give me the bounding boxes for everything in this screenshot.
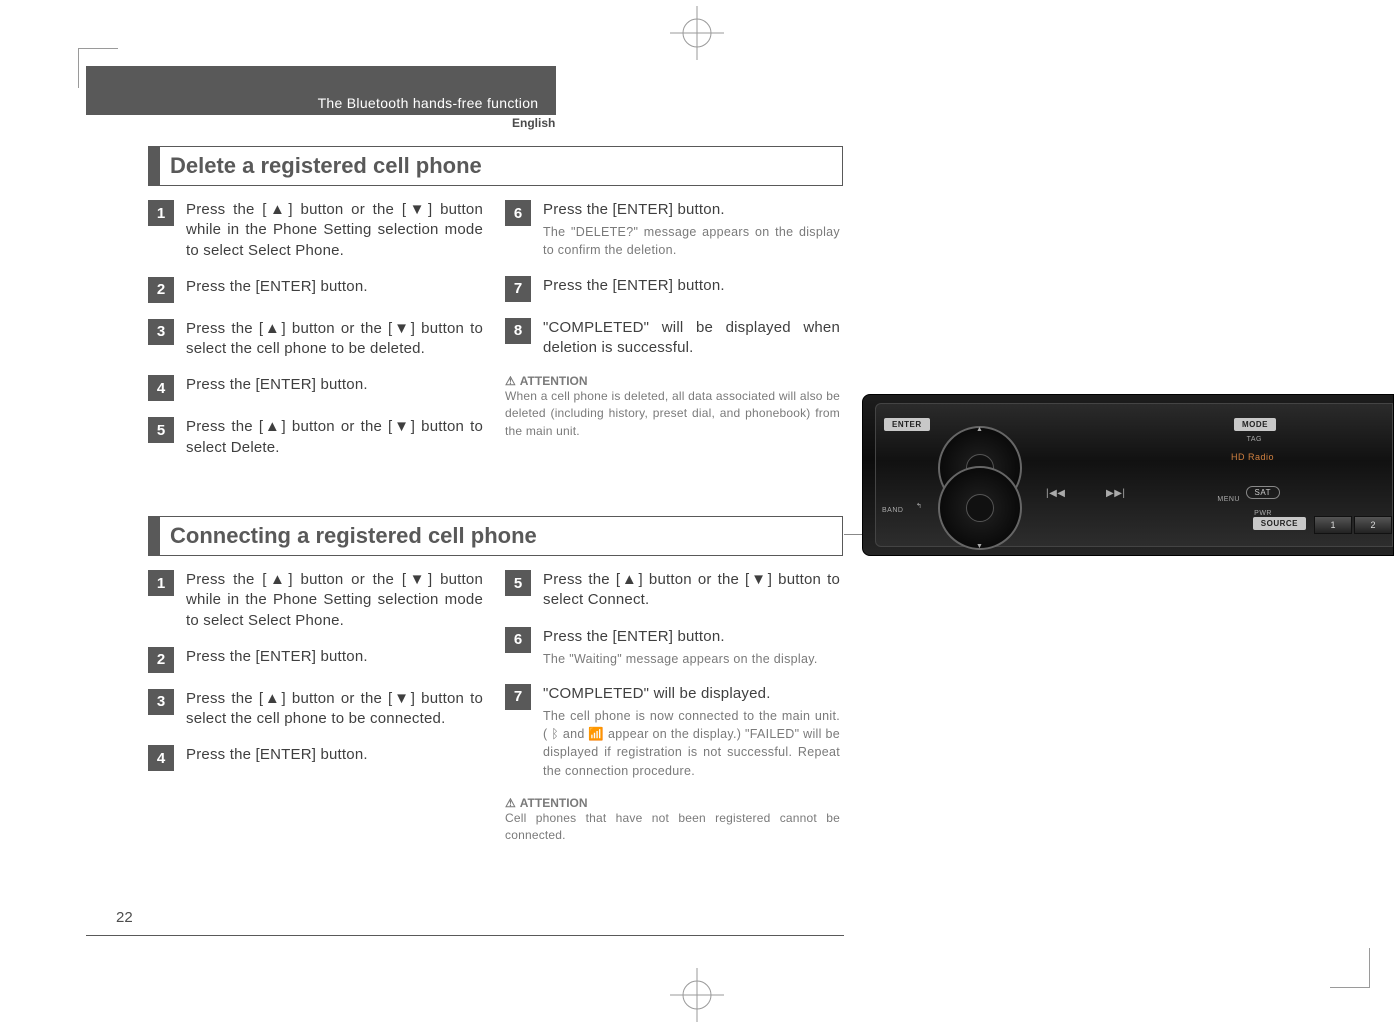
section-columns: 1 Press the [▲] button or the [▼] button … [148,200,843,474]
step-text: Press the [ENTER] button. [186,647,483,673]
section-delete: Delete a registered cell phone 1 Press th… [148,146,843,474]
device-faceplate: ENTER MODE SOURCE BAND MENU PWR TAG HD R… [875,403,1393,547]
preset-button: 1 [1314,516,1352,534]
tag-label: TAG [1247,436,1262,443]
warning-icon: ⚠ [505,796,516,810]
preset-button: 2 [1354,516,1392,534]
registration-mark-top [670,6,724,60]
knob-center [966,494,994,522]
up-icon: ▲ [976,426,983,433]
step: 2 Press the [ENTER] button. [148,647,483,673]
head-unit-illustration: ENTER MODE SOURCE BAND MENU PWR TAG HD R… [862,354,1394,570]
sat-label: SAT [1246,486,1280,499]
step-text: Press the [▲] button or the [▼] button w… [186,200,483,261]
step: 1 Press the [▲] button or the [▼] button … [148,570,483,631]
down-icon: ▼ [976,543,983,550]
step-number: 4 [148,745,174,771]
header-rule [86,114,556,115]
attention-heading: ⚠ ATTENTION [505,796,840,810]
device-body: ENTER MODE SOURCE BAND MENU PWR TAG HD R… [862,394,1394,556]
step-number: 6 [505,627,531,653]
prev-icon: |◀◀ [1046,488,1065,499]
preset-row: 1 2 [1314,516,1392,534]
step: 3 Press the [▲] button or the [▼] button … [148,689,483,730]
step-text: "COMPLETED" will be displayed. [543,684,840,704]
mode-button-label: MODE [1234,418,1276,431]
lower-knob: ▼ ↰ [938,466,1022,550]
language-label: English [512,116,555,130]
step-number: 7 [505,684,531,710]
step: 8 "COMPLETED" will be displayed when dele… [505,318,840,359]
step-subtext: The "Waiting" message appears on the dis… [543,650,840,668]
section-title: Connecting a registered cell phone [170,523,537,548]
step: 5 Press the [▲] button or the [▼] button … [505,570,840,611]
step-text: Press the [▲] button or the [▼] button t… [186,689,483,730]
next-icon: ▶▶| [1106,488,1125,499]
section-columns: 1 Press the [▲] button or the [▼] button … [148,570,843,844]
footer-rule [86,935,844,936]
back-icon: ↰ [916,502,922,510]
page-number: 22 [116,909,133,926]
warning-icon: ⚠ [505,374,516,388]
step-number: 6 [505,200,531,226]
attention-body: Cell phones that have not been registere… [505,810,840,845]
section-title: Delete a registered cell phone [170,153,482,178]
step-text: Press the [ENTER] button. [543,276,840,302]
band-label: BAND [882,507,903,514]
right-column: 5 Press the [▲] button or the [▼] button … [505,570,840,844]
step-text: Press the [ENTER] button. [186,745,483,771]
step-text: Press the [ENTER] button. [543,627,840,647]
step-subtext: The "DELETE?" message appears on the dis… [543,223,840,259]
step-number: 1 [148,570,174,596]
menu-label: MENU [1217,496,1240,503]
step: 5 Press the [▲] button or the [▼] button … [148,417,483,458]
attention-label: ATTENTION [520,374,588,388]
left-column: 1 Press the [▲] button or the [▼] button … [148,200,483,474]
step-text: Press the [ENTER] button. [543,200,840,220]
step-text: "COMPLETED" will be displayed when delet… [543,318,840,359]
step-number: 2 [148,277,174,303]
step: 6 Press the [ENTER] button. The "Waiting" … [505,627,840,668]
registration-mark-bottom [670,968,724,1022]
section-title-box: Delete a registered cell phone [148,146,843,186]
step-text: Press the [▲] button or the [▼] button w… [186,570,483,631]
step: 3 Press the [▲] button or the [▼] button … [148,319,483,360]
step-number: 1 [148,200,174,226]
step: 2 Press the [ENTER] button. [148,277,483,303]
step-number: 5 [148,417,174,443]
pwr-label: PWR [1254,510,1272,517]
enter-button-label: ENTER [884,418,930,431]
attention-heading: ⚠ ATTENTION [505,374,840,388]
step: 6 Press the [ENTER] button. The "DELETE?" … [505,200,840,260]
step-text: Press the [ENTER] button. [186,375,483,401]
step: 4 Press the [ENTER] button. [148,745,483,771]
step-subtext: The cell phone is now connected to the m… [543,707,840,780]
hdradio-label: HD Radio [1231,452,1274,462]
step-number: 7 [505,276,531,302]
step: 4 Press the [ENTER] button. [148,375,483,401]
section-connect: Connecting a registered cell phone 1 Pres… [148,516,843,844]
left-column: 1 Press the [▲] button or the [▼] button … [148,570,483,844]
step: 7 "COMPLETED" will be displayed. The cell … [505,684,840,780]
chapter-title: The Bluetooth hands-free function [300,92,556,114]
step-number: 3 [148,319,174,345]
attention-label: ATTENTION [520,796,588,810]
step: 7 Press the [ENTER] button. [505,276,840,302]
step-text: Press the [ENTER] button. [186,277,483,303]
step-number: 5 [505,570,531,596]
step-number: 8 [505,318,531,344]
step-text: Press the [▲] button or the [▼] button t… [543,570,840,611]
right-column: 6 Press the [ENTER] button. The "DELETE?" … [505,200,840,474]
step-number: 4 [148,375,174,401]
source-button-label: SOURCE [1253,517,1306,530]
step-text: Press the [▲] button or the [▼] button t… [186,417,483,458]
manual-page: The Bluetooth hands-free function Englis… [0,0,1394,1028]
attention-body: When a cell phone is deleted, all data a… [505,388,840,440]
step: 1 Press the [▲] button or the [▼] button … [148,200,483,261]
section-title-box: Connecting a registered cell phone [148,516,843,556]
step-number: 2 [148,647,174,673]
crop-mark-bottom-right [1330,948,1370,988]
step-text: Press the [▲] button or the [▼] button t… [186,319,483,360]
step-number: 3 [148,689,174,715]
